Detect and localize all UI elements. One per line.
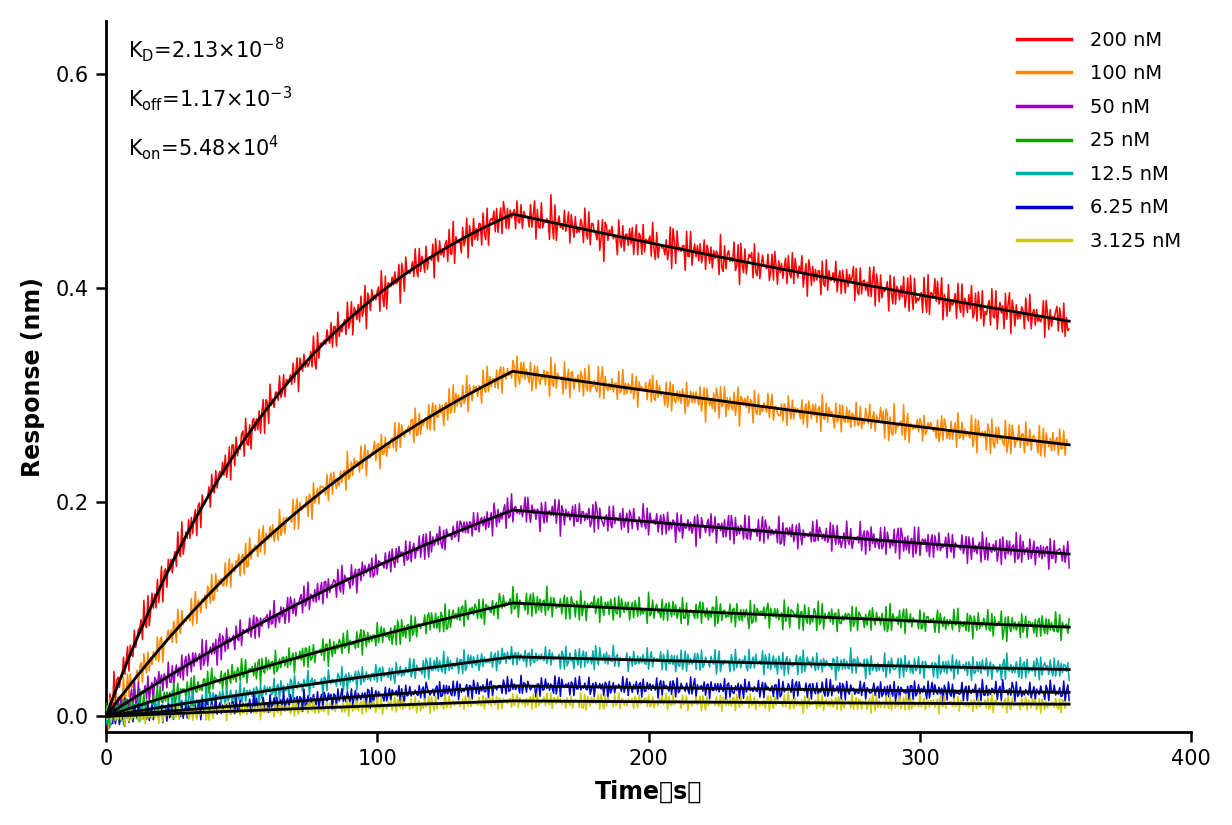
200 nM — [591, 215, 606, 225]
6.25 nM — [514, 671, 529, 681]
25 nM — [99, 698, 113, 708]
100 nM — [101, 724, 116, 734]
200 nM — [101, 719, 116, 728]
100 nM — [510, 351, 525, 361]
25 nM — [775, 625, 790, 634]
50 nM — [648, 520, 663, 530]
12.5 nM — [648, 655, 663, 665]
3.125 nM — [647, 703, 662, 713]
100 nM — [416, 421, 431, 431]
50 nM — [591, 524, 606, 534]
Line: 6.25 nM: 6.25 nM — [106, 676, 1069, 724]
6.25 nM — [591, 683, 606, 693]
Line: 3.125 nM: 3.125 nM — [106, 691, 1069, 725]
200 nM — [692, 238, 707, 248]
200 nM — [1062, 324, 1077, 334]
6.25 nM — [956, 695, 971, 705]
50 nM — [108, 717, 123, 727]
50 nM — [956, 549, 971, 559]
100 nM — [692, 382, 707, 392]
12.5 nM — [692, 665, 707, 675]
50 nM — [1062, 563, 1077, 573]
25 nM — [591, 593, 606, 603]
Line: 25 nM: 25 nM — [106, 587, 1069, 726]
200 nM — [956, 312, 971, 322]
X-axis label: Time（s）: Time（s） — [595, 780, 702, 804]
12.5 nM — [99, 720, 113, 730]
25 nM — [956, 621, 971, 631]
50 nM — [99, 715, 113, 725]
6.25 nM — [99, 713, 113, 723]
200 nM — [416, 257, 431, 267]
Text: K$_{\mathregular{D}}$=2.13×10$^{-8}$
K$_{\mathregular{off}}$=1.17×10$^{-3}$
K$_{: K$_{\mathregular{D}}$=2.13×10$^{-8}$ K$_… — [128, 35, 292, 162]
3.125 nM — [117, 720, 132, 730]
Line: 200 nM: 200 nM — [106, 195, 1069, 724]
3.125 nM — [590, 696, 605, 706]
100 nM — [648, 395, 663, 405]
100 nM — [956, 435, 971, 445]
6.25 nM — [775, 676, 790, 686]
50 nM — [416, 530, 431, 540]
12.5 nM — [1062, 676, 1077, 686]
200 nM — [99, 713, 113, 723]
6.25 nM — [112, 719, 127, 729]
100 nM — [99, 704, 113, 714]
100 nM — [775, 417, 790, 427]
6.25 nM — [692, 681, 707, 691]
50 nM — [775, 518, 790, 528]
100 nM — [591, 361, 606, 371]
Legend: 200 nM, 100 nM, 50 nM, 25 nM, 12.5 nM, 6.25 nM, 3.125 nM: 200 nM, 100 nM, 50 nM, 25 nM, 12.5 nM, 6… — [1016, 31, 1181, 251]
3.125 nM — [1062, 697, 1077, 707]
25 nM — [1062, 614, 1077, 624]
3.125 nM — [774, 697, 788, 707]
25 nM — [692, 597, 707, 607]
3.125 nM — [956, 701, 971, 711]
25 nM — [416, 620, 431, 630]
12.5 nM — [775, 648, 790, 658]
50 nM — [692, 534, 707, 544]
3.125 nM — [781, 686, 796, 696]
12.5 nM — [590, 654, 605, 664]
3.125 nM — [99, 703, 113, 713]
Y-axis label: Response (nm): Response (nm) — [21, 276, 44, 477]
6.25 nM — [648, 686, 663, 695]
Line: 12.5 nM: 12.5 nM — [106, 645, 1069, 728]
12.5 nM — [416, 656, 431, 666]
3.125 nM — [691, 697, 706, 707]
Line: 100 nM: 100 nM — [106, 356, 1069, 729]
12.5 nM — [606, 640, 621, 650]
25 nM — [117, 721, 132, 731]
6.25 nM — [1062, 695, 1077, 705]
100 nM — [1062, 439, 1077, 449]
3.125 nM — [416, 704, 431, 714]
200 nM — [775, 273, 790, 283]
200 nM — [648, 255, 663, 265]
6.25 nM — [416, 682, 431, 692]
12.5 nM — [956, 659, 971, 669]
Line: 50 nM: 50 nM — [106, 493, 1069, 722]
12.5 nM — [102, 723, 117, 733]
25 nM — [540, 582, 554, 592]
25 nM — [648, 603, 663, 613]
50 nM — [504, 488, 519, 498]
200 nM — [543, 190, 558, 200]
